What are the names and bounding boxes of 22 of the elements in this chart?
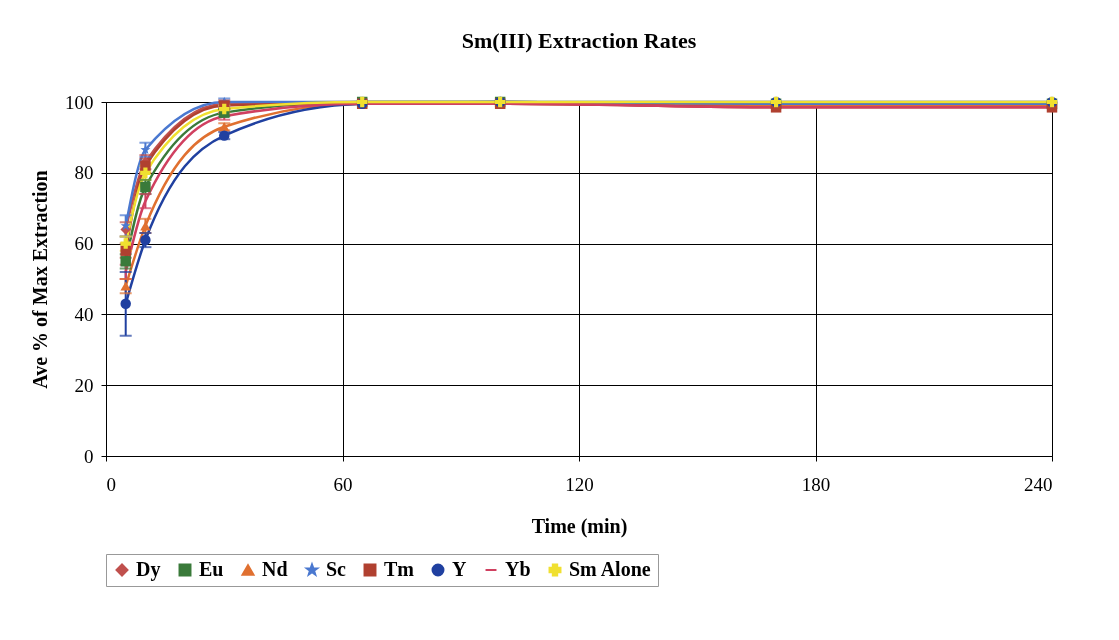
legend-label: Tm	[384, 558, 415, 580]
legend-label: Yb	[505, 558, 531, 580]
y-tick-label: 0	[84, 445, 94, 467]
y-axis-title: Ave % of Max Extraction	[29, 170, 51, 389]
x-tick-label: 180	[801, 473, 831, 495]
legend-label: Nd	[262, 558, 288, 580]
legend-label: Dy	[136, 558, 161, 581]
legend-label: Sm Alone	[569, 558, 651, 580]
y-tick-label: 80	[74, 162, 94, 184]
x-tick-label: 0	[106, 473, 116, 495]
legend-label: Sc	[326, 558, 347, 580]
y-tick-label: 20	[74, 374, 94, 396]
chart-title: Sm(III) Extraction Rates	[461, 28, 697, 53]
x-axis-title: Time (min)	[531, 514, 628, 538]
x-tick-label: 60	[333, 473, 353, 495]
y-tick-label: 100	[65, 91, 94, 113]
x-tick-label: 240	[1024, 473, 1053, 495]
x-tick-label: 120	[565, 473, 594, 495]
y-tick-label: 40	[74, 303, 94, 325]
legend-label: Eu	[199, 558, 224, 580]
legend-label: Y	[452, 558, 467, 580]
y-tick-label: 60	[74, 233, 94, 255]
